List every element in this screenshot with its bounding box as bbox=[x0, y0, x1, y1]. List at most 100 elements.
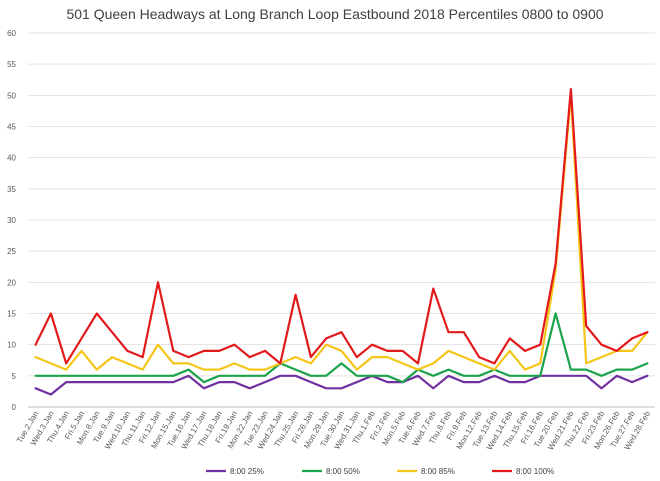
data-point bbox=[524, 350, 526, 352]
data-point bbox=[264, 369, 266, 371]
data-point bbox=[447, 375, 449, 377]
data-point bbox=[295, 356, 297, 358]
data-point bbox=[325, 387, 327, 389]
data-point bbox=[218, 369, 220, 371]
data-point bbox=[616, 375, 618, 377]
data-point bbox=[50, 362, 52, 364]
data-point bbox=[417, 362, 419, 364]
data-point bbox=[340, 387, 342, 389]
data-point bbox=[142, 375, 144, 377]
data-point bbox=[570, 369, 572, 371]
y-tick-label: 5 bbox=[12, 372, 17, 381]
data-point bbox=[35, 356, 37, 358]
y-tick-label: 45 bbox=[7, 123, 16, 132]
legend-label: 8:00 85% bbox=[421, 467, 455, 476]
data-point bbox=[356, 375, 358, 377]
data-point bbox=[35, 387, 37, 389]
data-point bbox=[279, 375, 281, 377]
data-point bbox=[524, 369, 526, 371]
y-tick-label: 15 bbox=[7, 310, 16, 319]
data-point bbox=[386, 375, 388, 377]
data-point bbox=[157, 344, 159, 346]
y-tick-label: 10 bbox=[7, 341, 16, 350]
chart-title: 501 Queen Headways at Long Branch Loop E… bbox=[66, 6, 603, 22]
data-point bbox=[463, 381, 465, 383]
data-point bbox=[111, 381, 113, 383]
data-point bbox=[264, 350, 266, 352]
y-tick-label: 40 bbox=[7, 154, 16, 163]
data-point bbox=[35, 375, 37, 377]
data-point bbox=[310, 375, 312, 377]
series-line-1 bbox=[34, 374, 649, 396]
data-point bbox=[172, 362, 174, 364]
legend-label: 8:00 50% bbox=[326, 467, 360, 476]
data-point bbox=[585, 362, 587, 364]
data-point bbox=[325, 337, 327, 339]
data-point bbox=[50, 393, 52, 395]
data-point bbox=[188, 375, 190, 377]
data-point bbox=[478, 381, 480, 383]
data-point bbox=[371, 375, 373, 377]
legend-label: 8:00 100% bbox=[516, 467, 554, 476]
data-point bbox=[50, 375, 52, 377]
data-point bbox=[493, 375, 495, 377]
data-point bbox=[371, 356, 373, 358]
data-point bbox=[80, 381, 82, 383]
data-point bbox=[478, 356, 480, 358]
data-point bbox=[188, 362, 190, 364]
data-point bbox=[509, 337, 511, 339]
data-point bbox=[493, 369, 495, 371]
data-point bbox=[646, 375, 648, 377]
data-point bbox=[524, 381, 526, 383]
data-point bbox=[249, 356, 251, 358]
data-point bbox=[631, 369, 633, 371]
data-point bbox=[218, 381, 220, 383]
data-point bbox=[126, 375, 128, 377]
data-point bbox=[65, 369, 67, 371]
data-point bbox=[218, 350, 220, 352]
data-point bbox=[463, 331, 465, 333]
data-point bbox=[157, 281, 159, 283]
y-tick-label: 0 bbox=[12, 403, 17, 412]
data-point bbox=[188, 356, 190, 358]
data-point bbox=[356, 356, 358, 358]
data-point bbox=[356, 381, 358, 383]
data-point bbox=[295, 369, 297, 371]
data-point bbox=[325, 344, 327, 346]
data-point bbox=[142, 356, 144, 358]
data-point bbox=[172, 381, 174, 383]
data-point bbox=[447, 350, 449, 352]
data-point bbox=[555, 312, 557, 314]
data-point bbox=[463, 356, 465, 358]
data-point bbox=[80, 337, 82, 339]
data-point bbox=[65, 381, 67, 383]
series-line-2 bbox=[34, 312, 649, 384]
y-tick-label: 20 bbox=[7, 278, 16, 287]
legend: 8:00 25% 8:00 50% 8:00 85% 8:00 100% bbox=[206, 467, 554, 476]
data-point bbox=[264, 381, 266, 383]
y-tick-label: 25 bbox=[7, 247, 16, 256]
data-point bbox=[80, 350, 82, 352]
data-point bbox=[524, 375, 526, 377]
data-point bbox=[432, 387, 434, 389]
y-tick-label: 55 bbox=[7, 60, 16, 69]
data-point bbox=[249, 375, 251, 377]
data-point bbox=[616, 369, 618, 371]
series-line-4 bbox=[34, 87, 649, 365]
legend-label: 8:00 25% bbox=[230, 467, 264, 476]
data-point bbox=[325, 375, 327, 377]
data-point bbox=[478, 362, 480, 364]
data-point bbox=[295, 375, 297, 377]
data-point bbox=[600, 344, 602, 346]
data-point bbox=[509, 375, 511, 377]
data-point bbox=[35, 344, 37, 346]
data-point bbox=[356, 369, 358, 371]
data-point bbox=[600, 356, 602, 358]
data-point bbox=[203, 350, 205, 352]
data-point bbox=[402, 381, 404, 383]
data-point bbox=[631, 381, 633, 383]
data-point bbox=[417, 375, 419, 377]
data-point bbox=[96, 375, 98, 377]
